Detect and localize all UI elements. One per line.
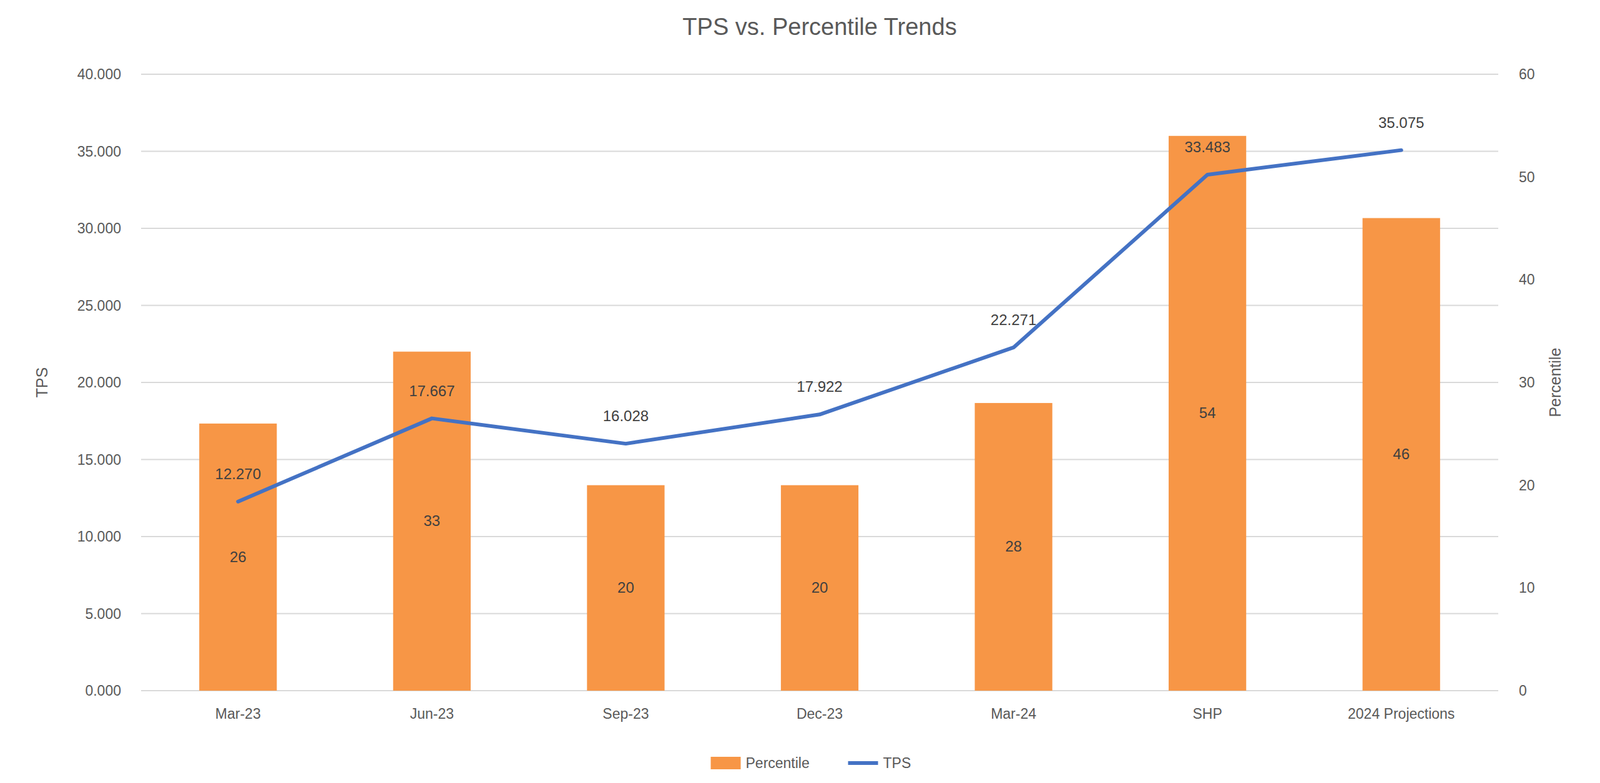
bar	[974, 403, 1052, 692]
x-tick-label: Mar-24	[990, 706, 1037, 723]
plot-marks	[199, 136, 1441, 692]
bar	[1362, 218, 1441, 692]
y-tick-label: 40.000	[77, 66, 122, 83]
x-tick-label: Sep-23	[602, 706, 649, 723]
grid-line	[141, 151, 1499, 153]
bar-data-label: 20	[617, 579, 635, 597]
y2-tick-label: 30	[1518, 374, 1536, 391]
x-tick-label: Jun-23	[410, 706, 454, 723]
grid-line	[141, 459, 1499, 461]
x-tick-label: Mar-23	[215, 706, 261, 723]
grid-line	[141, 73, 1499, 75]
y2-tick-label: 20	[1518, 477, 1536, 494]
legend-swatch	[711, 757, 742, 770]
y-tick-label: 10.000	[77, 528, 122, 545]
line-data-label: 22.271	[990, 311, 1037, 329]
y-tick-label: 25.000	[77, 297, 122, 315]
line-data-label: 12.270	[215, 465, 261, 483]
legend: Percentile TPS	[711, 755, 912, 772]
line-data-label: 16.028	[603, 407, 649, 425]
line	[237, 150, 1401, 502]
bar	[780, 485, 859, 692]
y-tick-label: 20.000	[77, 374, 122, 391]
data-labels: 26 33 20 20 28 54 46 12.270 17.667 16.028 17.922 22…	[215, 114, 1425, 597]
title: TPS vs. Percentile Trends	[682, 13, 957, 40]
grid-line	[141, 227, 1499, 230]
grid-line	[141, 305, 1499, 307]
y2-tick-label: 50	[1518, 169, 1536, 186]
bar	[199, 423, 277, 692]
bar-data-label: 33	[423, 512, 441, 530]
bar	[393, 352, 471, 692]
bar-data-label: 54	[1199, 404, 1217, 422]
y-tick-label: 0.000	[84, 682, 122, 700]
y-axis-title: TPS	[33, 367, 51, 399]
x-tick-label: 2024 Projections	[1347, 706, 1455, 723]
y-tick-label: 35.000	[77, 143, 122, 160]
x-tick-label: SHP	[1192, 706, 1222, 723]
x-tick-label: Dec-23	[796, 706, 843, 723]
y-tick-label: 30.000	[77, 220, 122, 237]
y2-tick-label: 60	[1518, 66, 1536, 83]
y2-axis-title: Percentile	[1546, 347, 1564, 418]
legend-label: Percentile	[746, 755, 810, 772]
line-data-label: 17.667	[408, 382, 455, 400]
bar-data-label: 28	[1005, 538, 1022, 555]
legend-swatch	[848, 761, 879, 766]
bar-data-label: 26	[229, 548, 247, 566]
y2-tick-label: 10	[1518, 579, 1536, 597]
line-data-label: 33.483	[1184, 138, 1230, 156]
y2-tick-label: 40	[1518, 271, 1536, 288]
bar	[1168, 136, 1247, 692]
y-tick-label: 5.000	[84, 606, 122, 623]
legend-label: TPS	[883, 755, 912, 772]
bar-data-label: 20	[811, 579, 829, 597]
y-tick-label: 15.000	[77, 451, 122, 469]
y2-tick-label: 0	[1518, 682, 1527, 700]
line-data-label: 35.075	[1378, 114, 1424, 132]
line-data-label: 17.922	[796, 378, 843, 396]
bar	[586, 485, 665, 692]
chart: TPS vs. Percentile Trends 0.000 5.000 10.00…	[0, 0, 1600, 783]
bar-data-label: 46	[1392, 445, 1410, 463]
